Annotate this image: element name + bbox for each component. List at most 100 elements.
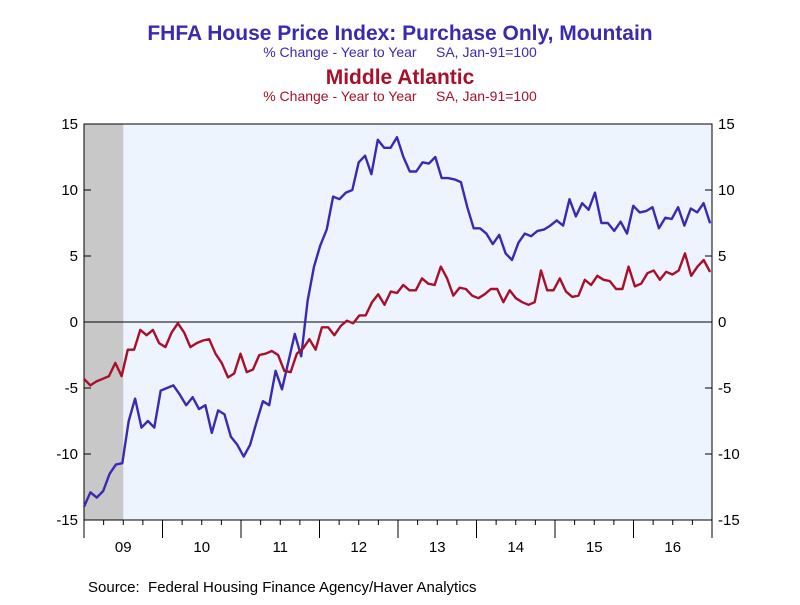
data-point-mountain — [313, 266, 315, 268]
data-point-mountain — [160, 390, 162, 392]
data-point-middle-atlantic — [127, 349, 129, 351]
data-point-middle-atlantic — [208, 338, 210, 340]
data-point-mountain — [319, 244, 321, 246]
data-point-middle-atlantic — [383, 304, 386, 306]
data-point-mountain — [109, 473, 111, 475]
data-point-mountain — [671, 218, 673, 220]
data-point-middle-atlantic — [571, 296, 573, 298]
data-point-mountain — [211, 432, 213, 434]
data-point-mountain — [607, 222, 609, 224]
data-point-mountain — [530, 235, 532, 237]
data-point-middle-atlantic — [283, 370, 285, 372]
series-layer — [82, 135, 712, 508]
x-tick-label: 10 — [193, 539, 210, 556]
data-point-middle-atlantic — [227, 376, 229, 378]
chart-subtitle: % Change - Year to Year SA, Jan-91=100 — [263, 44, 537, 60]
data-point-middle-atlantic — [509, 289, 511, 291]
data-point-middle-atlantic — [609, 280, 611, 282]
data-point-middle-atlantic — [189, 346, 191, 348]
data-point-mountain — [153, 427, 155, 429]
data-point-mountain — [249, 444, 251, 446]
data-point-middle-atlantic — [452, 295, 454, 297]
data-point-mountain — [83, 506, 85, 508]
y-tick-label-left: 10 — [61, 182, 78, 199]
data-point-middle-atlantic — [646, 272, 649, 274]
data-point-middle-atlantic — [171, 332, 173, 334]
data-point-mountain — [243, 456, 245, 458]
data-point-middle-atlantic — [333, 334, 335, 336]
data-point-mountain — [498, 234, 500, 236]
data-point-mountain — [453, 178, 456, 180]
data-point-middle-atlantic — [584, 279, 586, 281]
data-point-middle-atlantic — [684, 252, 686, 254]
data-point-mountain — [192, 396, 194, 398]
data-point-mountain — [223, 413, 226, 415]
data-point-middle-atlantic — [465, 288, 467, 290]
data-point-middle-atlantic — [415, 289, 417, 291]
data-point-middle-atlantic — [477, 297, 479, 299]
data-point-mountain — [140, 427, 143, 429]
data-point-middle-atlantic — [252, 368, 254, 371]
data-point-middle-atlantic — [102, 378, 104, 380]
y-tick-label-right: 10 — [718, 182, 735, 199]
data-point-middle-atlantic — [346, 320, 348, 322]
data-point-middle-atlantic — [434, 284, 436, 286]
y-tick-label-right: 15 — [718, 116, 735, 133]
data-point-mountain — [370, 173, 372, 175]
data-point-middle-atlantic — [233, 372, 235, 375]
data-point-mountain — [620, 221, 622, 223]
data-point-mountain — [511, 259, 513, 261]
data-point-mountain — [364, 155, 366, 157]
data-point-mountain — [549, 225, 551, 227]
data-point-mountain — [690, 207, 692, 210]
data-point-mountain — [307, 300, 309, 302]
data-point-mountain — [473, 227, 475, 229]
data-point-middle-atlantic — [196, 342, 198, 344]
data-point-middle-atlantic — [402, 284, 404, 286]
data-point-middle-atlantic — [659, 279, 661, 281]
x-tick-label: 16 — [664, 539, 681, 556]
data-point-mountain — [230, 436, 232, 438]
data-point-middle-atlantic — [427, 283, 429, 285]
data-point-middle-atlantic — [139, 329, 141, 331]
data-point-middle-atlantic — [640, 283, 642, 285]
x-tick-label: 15 — [586, 539, 603, 556]
data-point-mountain — [632, 205, 634, 207]
data-point-middle-atlantic — [83, 378, 85, 380]
y-tick-label-left: -10 — [56, 446, 78, 463]
data-point-middle-atlantic — [358, 314, 360, 316]
data-point-middle-atlantic — [615, 288, 617, 290]
data-point-mountain — [600, 222, 603, 224]
data-point-middle-atlantic — [315, 349, 317, 351]
data-point-middle-atlantic — [302, 347, 304, 349]
data-point-middle-atlantic — [396, 292, 398, 294]
x-tick-label: 09 — [115, 539, 132, 556]
data-point-middle-atlantic — [621, 288, 624, 290]
data-point-mountain — [121, 462, 123, 464]
data-point-middle-atlantic — [678, 269, 680, 272]
data-point-middle-atlantic — [390, 291, 392, 293]
data-point-middle-atlantic — [352, 322, 354, 324]
data-point-middle-atlantic — [590, 284, 592, 286]
y-tick-label-right: 5 — [718, 248, 726, 265]
y-tick-label-left: 15 — [61, 116, 78, 133]
data-point-mountain — [543, 229, 545, 231]
data-point-mountain — [217, 409, 219, 411]
y-tick-label-left: 5 — [70, 248, 78, 265]
data-point-mountain — [351, 189, 353, 191]
data-point-middle-atlantic — [239, 353, 242, 355]
data-point-mountain — [96, 497, 98, 499]
data-point-mountain — [505, 252, 507, 254]
data-point-middle-atlantic — [214, 353, 217, 355]
data-point-mountain — [613, 230, 615, 232]
data-point-mountain — [338, 198, 341, 200]
y-tick-label-left: -15 — [56, 512, 78, 529]
data-point-middle-atlantic — [340, 325, 342, 327]
data-point-middle-atlantic — [377, 293, 379, 295]
data-point-mountain — [709, 222, 711, 224]
data-point-mountain — [326, 229, 328, 231]
data-point-middle-atlantic — [95, 380, 98, 382]
data-point-mountain — [134, 398, 136, 400]
data-point-mountain — [479, 227, 481, 229]
